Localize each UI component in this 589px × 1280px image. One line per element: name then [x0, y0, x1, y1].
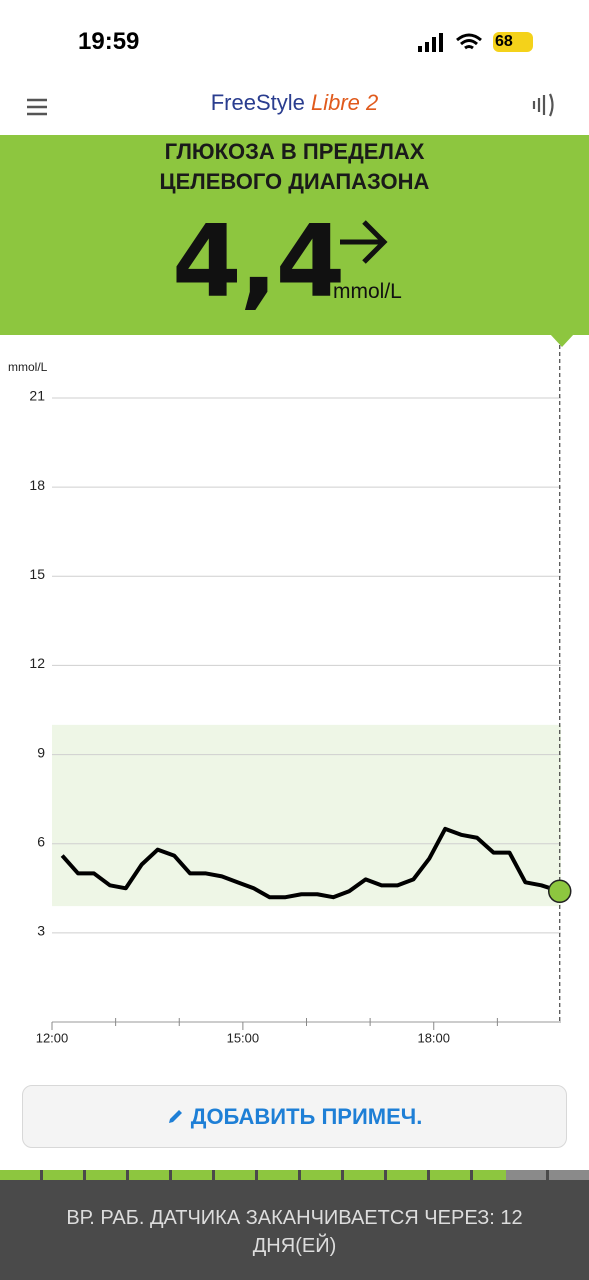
glucose-banner: ГЛЮКОЗА В ПРЕДЕЛАХ ЦЕЛЕВОГО ДИАПАЗОНА 4,…: [0, 135, 589, 335]
glucose-line: [60, 826, 561, 900]
status-icons: [418, 32, 533, 52]
status-line: ЦЕЛЕВОГО ДИАПАЗОНА: [159, 169, 430, 194]
app-title: FreeStyle Libre 2: [0, 90, 589, 116]
y-tick-label: 18: [29, 477, 45, 493]
y-tick-label: 6: [37, 833, 45, 849]
x-tick-label: 18:00: [417, 1030, 450, 1045]
brand: FreeStyle: [210, 90, 305, 115]
y-axis-label: mmol/L: [8, 360, 48, 374]
add-note-button[interactable]: ДОБАВИТЬ ПРИМЕЧ.: [22, 1085, 567, 1148]
x-tick-label: 12:00: [36, 1030, 69, 1045]
sensor-progress: [0, 1170, 589, 1180]
pencil-icon: [168, 1110, 182, 1123]
product: Libre 2: [311, 90, 379, 115]
y-tick-label: 9: [37, 744, 45, 760]
battery-level: 68: [495, 33, 513, 50]
menu-icon[interactable]: [25, 97, 49, 117]
glucose-unit: mmol/L: [333, 280, 402, 303]
x-tick-label: 15:00: [227, 1030, 260, 1045]
current-reading: [547, 879, 572, 904]
button-label: ДОБАВИТЬ ПРИМЕЧ.: [190, 1104, 423, 1129]
pointer: [550, 334, 574, 347]
sensor-expiry: ВР. РАБ. ДАТЧИКА ЗАКАНЧИВАЕТСЯ ЧЕРЕЗ: 12…: [66, 1207, 523, 1257]
nfc-icon[interactable]: [530, 92, 558, 118]
y-tick-label: 3: [37, 923, 45, 939]
glucose-value: 4,4: [172, 203, 345, 320]
y-tick-label: 15: [29, 566, 45, 582]
y-tick-label: 12: [29, 655, 45, 671]
y-tick-label: 21: [29, 388, 45, 404]
footer: ВР. РАБ. ДАТЧИКА ЗАКАНЧИВАЕТСЯ ЧЕРЕЗ: 12…: [0, 1180, 589, 1280]
target-range: [52, 724, 561, 907]
trend-arrow: [340, 220, 388, 264]
status-line: ГЛЮКОЗА В ПРЕДЕЛАХ: [164, 139, 425, 164]
status-time: 19:59: [78, 28, 140, 55]
chart: mmol/L 3 6 9 12 15 18 21 12:00 15:00 18:00: [8, 345, 572, 1045]
